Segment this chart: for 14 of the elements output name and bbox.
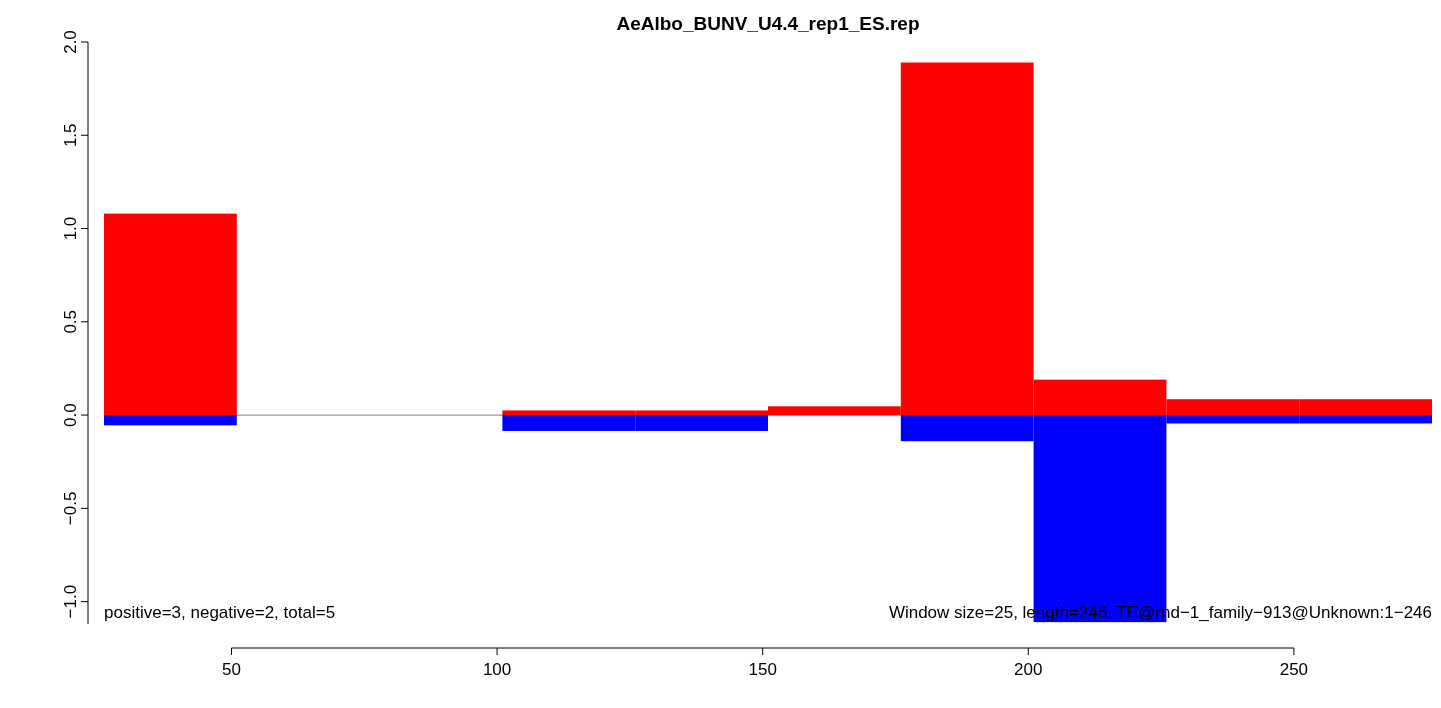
annotation: positive=3, negative=2, total=5 [104, 603, 336, 622]
y-tick-label: −1.0 [61, 584, 80, 619]
x-tick-label: 250 [1279, 660, 1309, 679]
x-tick-label: 200 [1014, 660, 1043, 679]
y-tick-label: −0.5 [61, 491, 80, 526]
y-tick-label: 1.0 [61, 216, 80, 241]
chart-title: AeAlbo_BUNV_U4.4_rep1_ES.rep [616, 13, 920, 34]
y-tick-label: 0.5 [61, 309, 80, 334]
y-tick-label: 1.5 [61, 123, 80, 148]
y-tick-label: 0.0 [61, 403, 80, 427]
y-tick-label: 2.0 [61, 30, 80, 54]
x-tick-label: 100 [482, 660, 512, 679]
x-tick-label: 50 [222, 660, 241, 679]
x-tick-label: 150 [748, 660, 777, 679]
